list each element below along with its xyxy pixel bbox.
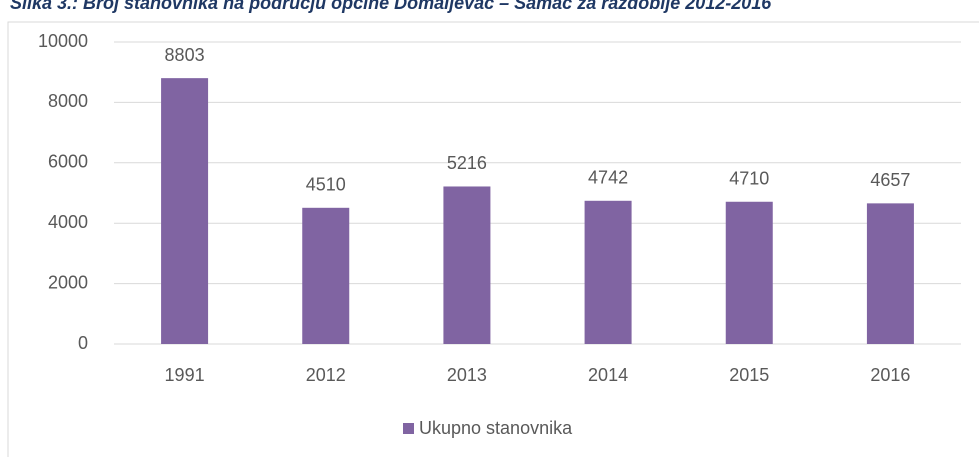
legend-label: Ukupno stanovnika xyxy=(419,418,573,438)
x-tick-label: 2015 xyxy=(729,365,769,385)
bar xyxy=(302,207,350,344)
data-label: 4710 xyxy=(729,169,769,189)
data-label: 4510 xyxy=(306,175,346,195)
x-tick-label: 1991 xyxy=(165,365,205,385)
data-label: 4742 xyxy=(588,168,628,188)
x-tick-label: 2012 xyxy=(306,365,346,385)
bar xyxy=(866,203,914,344)
bar xyxy=(443,186,491,344)
chart-frame xyxy=(7,21,979,457)
data-label: 5216 xyxy=(447,153,487,173)
y-tick-label: 8000 xyxy=(48,91,88,111)
x-tick-label: 2016 xyxy=(870,365,910,385)
y-tick-label: 6000 xyxy=(48,152,88,172)
chart-title: Slika 3.: Broj stanovnika na području op… xyxy=(10,0,772,13)
legend-swatch xyxy=(403,423,414,434)
bar xyxy=(725,201,773,344)
y-tick-label: 10000 xyxy=(38,31,88,51)
data-label: 4657 xyxy=(870,170,910,190)
bar xyxy=(161,78,209,344)
bar xyxy=(584,200,632,344)
x-tick-label: 2014 xyxy=(588,365,628,385)
data-label: 8803 xyxy=(165,45,205,65)
y-tick-label: 0 xyxy=(78,333,88,353)
y-tick-label: 2000 xyxy=(48,272,88,292)
y-tick-label: 4000 xyxy=(48,212,88,232)
x-tick-label: 2013 xyxy=(447,365,487,385)
